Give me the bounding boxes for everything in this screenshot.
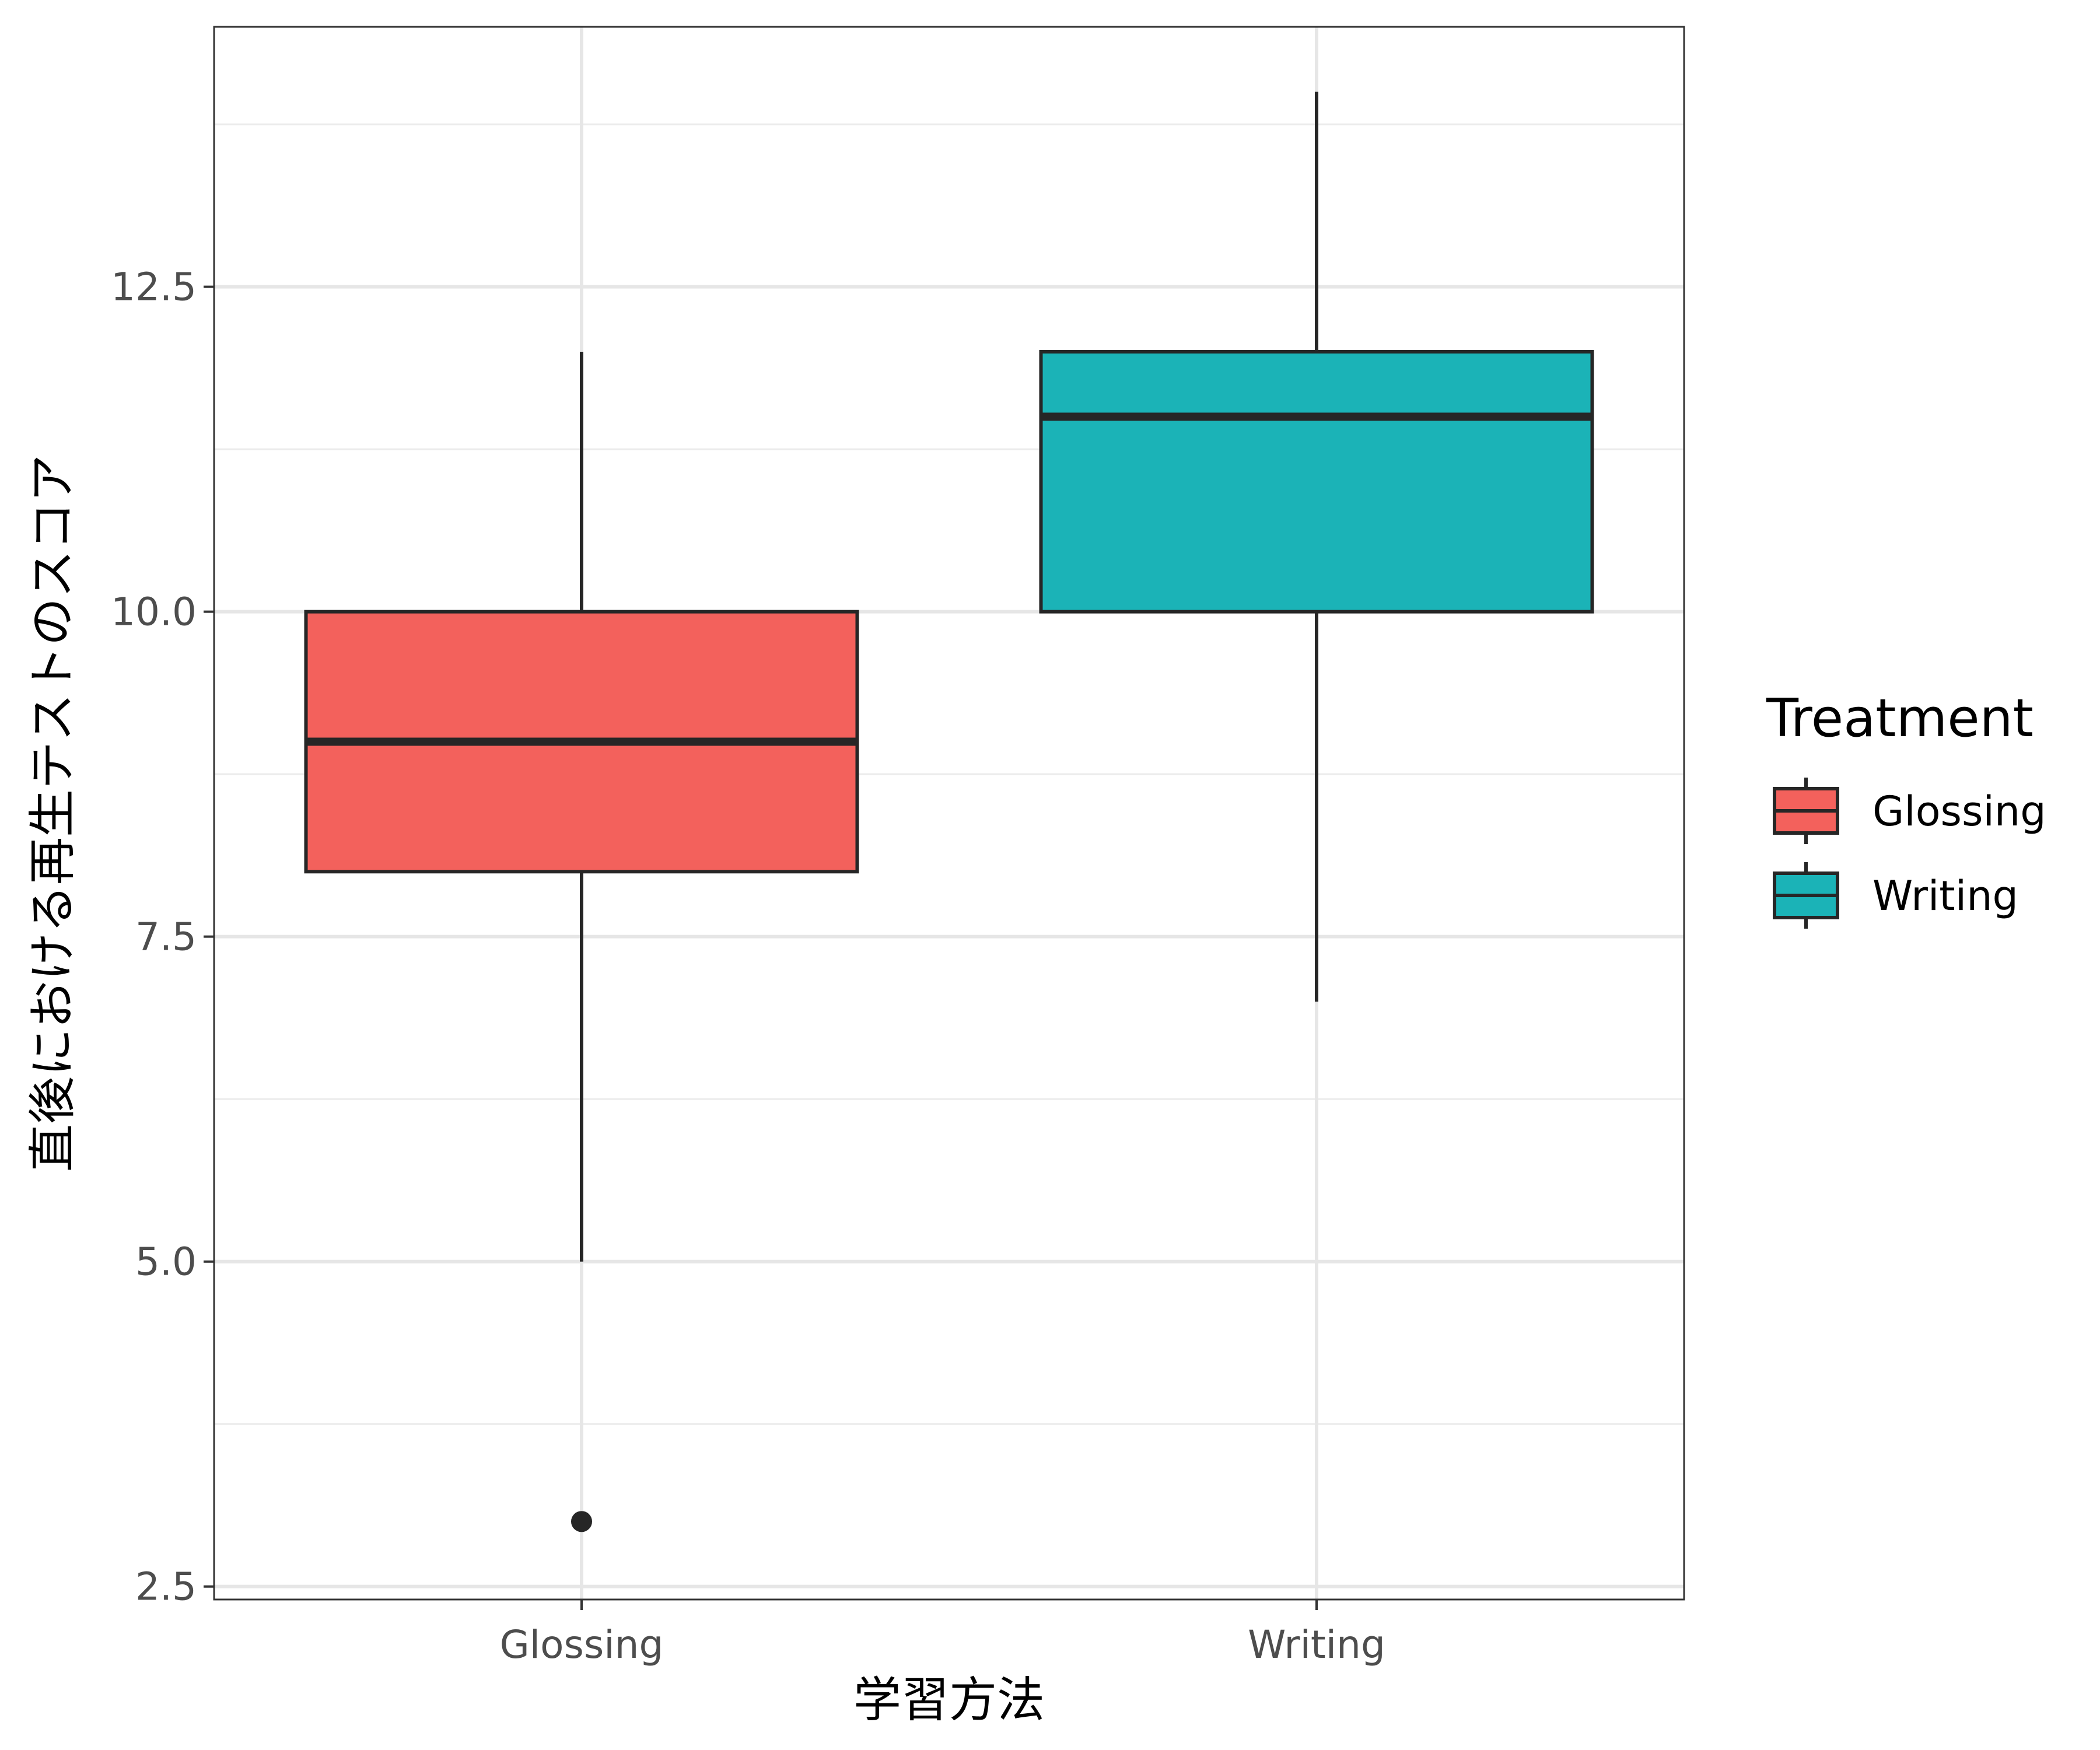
box-writing	[1039, 92, 1594, 1002]
legend-entry-glossing: Glossing	[1773, 778, 2046, 844]
y-tick-label: 10.0	[111, 590, 197, 635]
x-tick-label: Glossing	[500, 1622, 664, 1667]
boxes-layer	[304, 92, 1594, 1532]
legend: Treatment Glossing Writing	[1766, 688, 2046, 929]
y-axis-title: 直後における再生テストのスコア	[25, 454, 80, 1172]
y-tick-label: 5.0	[135, 1240, 197, 1284]
x-axis: Glossing Writing	[500, 1600, 1385, 1667]
legend-title: Treatment	[1766, 688, 2034, 749]
box-glossing	[304, 352, 859, 1532]
legend-entry-writing: Writing	[1773, 862, 2018, 929]
y-tick-label: 2.5	[135, 1564, 197, 1609]
outlier-point	[571, 1511, 592, 1532]
x-axis-title: 学習方法	[853, 1672, 1045, 1728]
y-tick-label: 7.5	[135, 915, 197, 960]
y-tick-label: 12.5	[111, 265, 197, 310]
box-iqr	[1039, 350, 1594, 614]
plot-panel-border	[213, 26, 1685, 1601]
x-tick-label: Writing	[1248, 1622, 1385, 1667]
y-axis: 2.5 5.0 7.5 10.0 12.5	[111, 265, 214, 1609]
legend-label: Writing	[1873, 872, 2018, 920]
legend-label: Glossing	[1873, 788, 2046, 835]
